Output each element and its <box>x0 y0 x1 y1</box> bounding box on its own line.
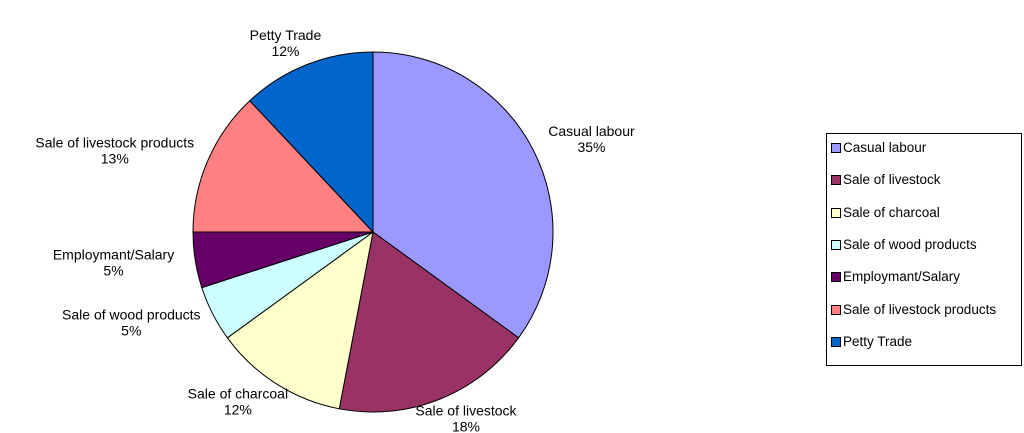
legend-label: Casual labour <box>843 140 927 155</box>
slice-value-label: 12% <box>271 43 299 59</box>
legend-swatch <box>831 143 841 153</box>
legend-entry: Employmant/Salary <box>831 269 1021 285</box>
legend-entry: Petty Trade <box>831 333 1021 349</box>
legend-entry: Sale of wood products <box>831 236 1021 252</box>
legend-swatch <box>831 239 841 250</box>
legend-label: Sale of wood products <box>843 236 977 252</box>
legend-swatch <box>831 207 841 218</box>
slice-label: Sale of livestock <box>415 403 517 419</box>
legend: Casual labour Sale of livestock Sale of ch… <box>826 133 1022 366</box>
slice-value-label: 5% <box>103 262 123 278</box>
slice-value-label: 13% <box>101 150 129 166</box>
slice-label: Sale of wood products <box>62 306 201 322</box>
slice-value-label: 18% <box>452 419 480 433</box>
legend-label: Sale of livestock <box>843 172 941 188</box>
slice-label: Sale of livestock products <box>35 134 194 150</box>
legend-label: Petty Trade <box>843 333 913 349</box>
legend-entry: Sale of livestock products <box>831 301 1021 317</box>
slice-value-label: 35% <box>577 139 605 155</box>
slice-value-label: 12% <box>224 401 252 417</box>
slice-label: Petty Trade <box>250 27 322 43</box>
legend-entry: Sale of charcoal <box>831 204 1021 220</box>
legend-label: Employmant/Salary <box>843 269 961 285</box>
slice-label: Employmant/Salary <box>53 246 174 262</box>
pie-slice <box>338 231 520 413</box>
legend-label: Sale of charcoal <box>843 204 940 220</box>
slice-label: Sale of charcoal <box>188 385 288 401</box>
pie-slice <box>249 51 374 234</box>
pie-slice <box>226 230 374 410</box>
legend-entry: Sale of livestock <box>831 172 1021 188</box>
legend-swatch <box>831 175 841 186</box>
slice-value-label: 5% <box>121 322 141 338</box>
legend-label: Sale of livestock products <box>843 301 997 317</box>
legend-entry: Casual labour <box>831 140 1021 155</box>
legend-swatch <box>831 272 841 283</box>
pie-slice <box>372 51 554 339</box>
pie-slice <box>192 100 375 233</box>
slice-label: Casual labour <box>548 123 635 139</box>
legend-swatch <box>831 304 841 315</box>
legend-swatch <box>831 336 841 347</box>
